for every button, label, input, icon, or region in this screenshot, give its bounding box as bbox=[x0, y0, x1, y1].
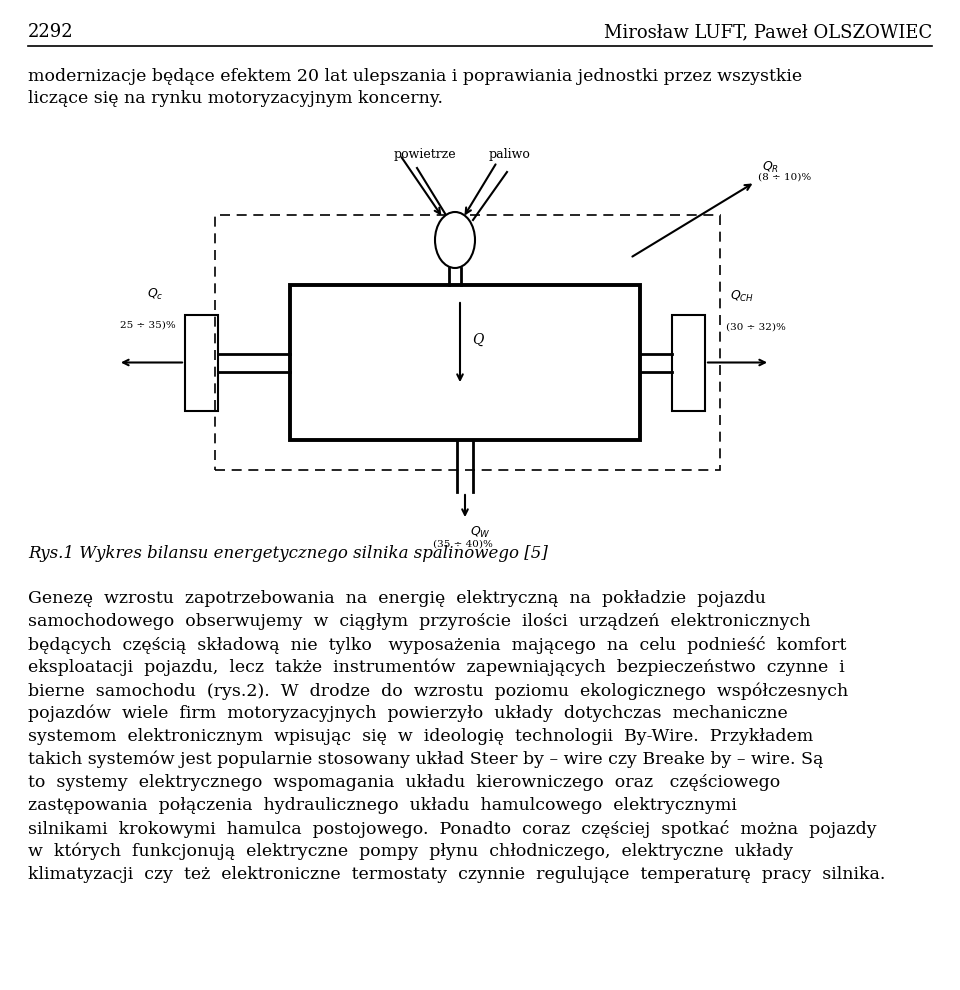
Text: będących  częścią  składową  nie  tylko   wyposażenia  mającego  na  celu  podni: będących częścią składową nie tylko wypo… bbox=[28, 636, 847, 654]
Text: Genezę  wzrostu  zapotrzebowania  na  energię  elektryczną  na  pokładzie  pojaz: Genezę wzrostu zapotrzebowania na energi… bbox=[28, 590, 766, 607]
Text: powietrze: powietrze bbox=[394, 148, 456, 161]
Bar bbox=[672, 315, 705, 411]
Text: modernizacje będące efektem 20 lat ulepszania i poprawiania jednostki przez wszy: modernizacje będące efektem 20 lat uleps… bbox=[28, 68, 803, 85]
Text: (8 ÷ 10)%: (8 ÷ 10)% bbox=[758, 173, 811, 182]
Bar bbox=[215, 215, 720, 470]
Text: Mirosław LUFT, Paweł OLSZOWIEC: Mirosław LUFT, Paweł OLSZOWIEC bbox=[604, 23, 932, 41]
Text: w  których  funkcjonują  elektryczne  pompy  płynu  chłodniczego,  elektryczne  : w których funkcjonują elektryczne pompy … bbox=[28, 843, 793, 860]
Text: klimatyzacji  czy  też  elektroniczne  termostaty  czynnie  regulujące  temperat: klimatyzacji czy też elektroniczne termo… bbox=[28, 866, 885, 883]
Text: bierne  samochodu  (rys.2).  W  drodze  do  wzrostu  poziomu  ekologicznego  wsp: bierne samochodu (rys.2). W drodze do wz… bbox=[28, 682, 849, 700]
Text: $Q_W$: $Q_W$ bbox=[470, 525, 491, 541]
Text: (35 ÷ 40)%: (35 ÷ 40)% bbox=[433, 540, 492, 549]
Text: systemom  elektronicznym  wpisując  się  w  ideologię  technologii  By-Wire.  Pr: systemom elektronicznym wpisując się w i… bbox=[28, 728, 813, 745]
Text: paliwo: paliwo bbox=[489, 148, 531, 161]
Text: (30 ÷ 32)%: (30 ÷ 32)% bbox=[726, 323, 786, 332]
Text: eksploatacji  pojazdu,  lecz  także  instrumentów  zapewniających  bezpieczeństw: eksploatacji pojazdu, lecz także instrum… bbox=[28, 659, 845, 676]
Text: $Q_c$: $Q_c$ bbox=[147, 287, 163, 303]
Text: pojazdów  wiele  firm  motoryzacyjnych  powierzyło  układy  dotychczas  mechanic: pojazdów wiele firm motoryzacyjnych powi… bbox=[28, 705, 788, 723]
Text: takich systemów jest popularnie stosowany układ Steer by – wire czy Breake by – : takich systemów jest popularnie stosowan… bbox=[28, 751, 824, 768]
Ellipse shape bbox=[435, 212, 475, 268]
Text: $Q_{CH}$: $Q_{CH}$ bbox=[730, 289, 755, 305]
Text: samochodowego  obserwujemy  w  ciągłym  przyroście  ilości  urządzeń  elektronic: samochodowego obserwujemy w ciągłym przy… bbox=[28, 613, 810, 630]
Text: 2292: 2292 bbox=[28, 23, 74, 41]
Text: zastępowania  połączenia  hydraulicznego  układu  hamulcowego  elektrycznymi: zastępowania połączenia hydraulicznego u… bbox=[28, 797, 737, 814]
Text: to  systemy  elektrycznego  wspomagania  układu  kierowniczego  oraz   częściowe: to systemy elektrycznego wspomagania ukł… bbox=[28, 774, 780, 791]
Bar bbox=[185, 315, 218, 411]
Text: silnikami  krokowymi  hamulca  postojowego.  Ponadto  coraz  częściej  spotkać  : silnikami krokowymi hamulca postojowego.… bbox=[28, 820, 876, 838]
Text: liczące się na rynku motoryzacyjnym koncerny.: liczące się na rynku motoryzacyjnym konc… bbox=[28, 90, 443, 107]
Text: Q: Q bbox=[472, 333, 484, 347]
Bar bbox=[290, 285, 640, 440]
Text: $Q_R$: $Q_R$ bbox=[762, 160, 780, 175]
Text: 25 ÷ 35)%: 25 ÷ 35)% bbox=[120, 321, 176, 330]
Text: Rys.1 Wykres bilansu energetycznego silnika spalinowego [5]: Rys.1 Wykres bilansu energetycznego siln… bbox=[28, 545, 548, 562]
